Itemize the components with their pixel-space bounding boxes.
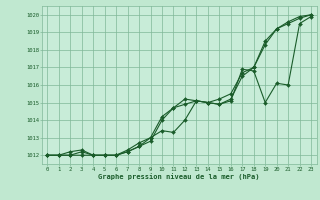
X-axis label: Graphe pression niveau de la mer (hPa): Graphe pression niveau de la mer (hPa) bbox=[99, 173, 260, 180]
